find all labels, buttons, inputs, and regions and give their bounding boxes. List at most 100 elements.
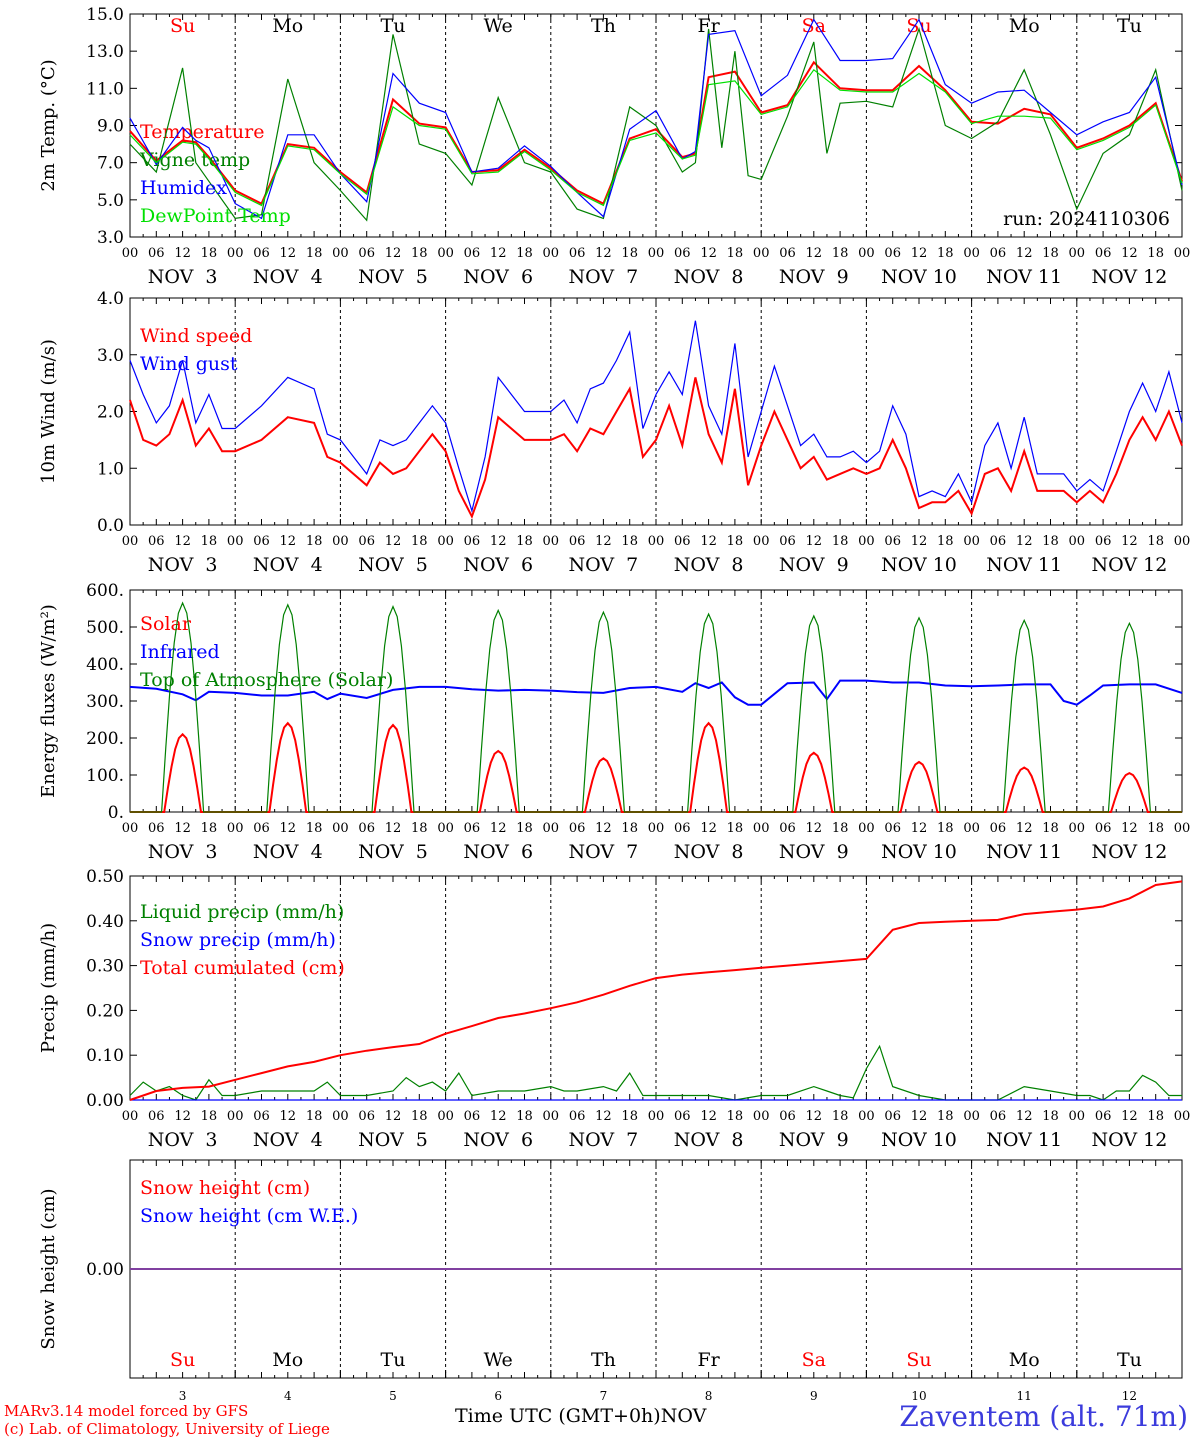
hour-label: 12 xyxy=(280,246,297,261)
hour-label: 06 xyxy=(990,246,1007,261)
day-number-label: 7 xyxy=(600,1389,608,1400)
y-tick-label: 13.0 xyxy=(86,42,124,62)
date-label: NOV 6 xyxy=(463,1129,533,1151)
hour-label: 00 xyxy=(1069,246,1086,261)
hour-label: 18 xyxy=(1042,1109,1059,1124)
date-label: NOV 8 xyxy=(674,554,744,576)
hour-label: 12 xyxy=(595,246,612,261)
hour-label: 00 xyxy=(332,534,349,549)
hour-label: 00 xyxy=(1069,821,1086,836)
y-axis-label: 2m Temp. (°C) xyxy=(38,59,59,191)
date-label: NOV 3 xyxy=(148,266,218,288)
hour-label: 06 xyxy=(464,534,481,549)
hour-label: 18 xyxy=(411,534,428,549)
date-label: NOV 3 xyxy=(148,841,218,863)
hour-label: 12 xyxy=(385,246,402,261)
hour-label: 06 xyxy=(358,246,375,261)
hour-label: 06 xyxy=(1095,1109,1112,1124)
hour-label: 18 xyxy=(1147,1109,1164,1124)
month-label: NOV xyxy=(660,1405,707,1427)
series-line-blue xyxy=(129,679,1183,706)
meteogram-svg: 3.05.07.09.011.013.015.02m Temp. (°C)00 0… xyxy=(38,5,1191,1403)
hour-label: 12 xyxy=(490,246,507,261)
hour-label: 06 xyxy=(253,821,270,836)
hour-label: 18 xyxy=(937,534,954,549)
series-line-green xyxy=(129,1044,1182,1101)
date-label: NOV 11 xyxy=(986,554,1062,576)
hour-label: 18 xyxy=(306,821,323,836)
hour-label: 18 xyxy=(832,1109,849,1124)
hour-label: 00 xyxy=(1174,1109,1191,1124)
date-label: NOV 7 xyxy=(569,554,639,576)
lab-credit: (c) Lab. of Climatology, University of L… xyxy=(4,1420,330,1438)
hour-label: 18 xyxy=(201,246,218,261)
hour-label: 06 xyxy=(253,246,270,261)
hour-label: 00 xyxy=(858,821,875,836)
panel-2: 0.0 1.0 2.0 3.0 4.0 10m Wind (m/s) 00 06 12 18 NOV… xyxy=(38,289,1190,576)
legend-entry: Snow height (cm W.E.) xyxy=(140,1205,358,1227)
y-tick-label: 0.50 xyxy=(86,867,124,887)
hour-label: 06 xyxy=(148,821,165,836)
hour-label: 00 xyxy=(648,1109,665,1124)
hour-label: 12 xyxy=(280,534,297,549)
date-label: NOV 4 xyxy=(253,841,323,863)
hour-label: 18 xyxy=(621,534,638,549)
hour-label: 06 xyxy=(569,534,586,549)
hour-label: 00 xyxy=(648,534,665,549)
day-name-label: Su xyxy=(906,15,931,37)
day-number-label: 3 xyxy=(179,1389,187,1400)
hour-label: 12 xyxy=(911,1109,928,1124)
x-axis-title: Time UTC (GMT+0h)NOV xyxy=(455,1405,706,1427)
hour-label: 12 xyxy=(595,1109,612,1124)
hour-label: 12 xyxy=(1121,821,1138,836)
hour-label: 00 xyxy=(122,1109,139,1124)
hour-label: 00 xyxy=(122,534,139,549)
date-label: NOV 3 xyxy=(148,554,218,576)
y-tick-label: 3.0 xyxy=(97,228,124,248)
panel-1: 3.0 5.0 7.0 9.0 11.0 13.0 15.0 2m Temp. (°C) 00 0… xyxy=(38,5,1190,288)
hour-label: 18 xyxy=(306,246,323,261)
hour-label: 06 xyxy=(674,821,691,836)
hour-label: 12 xyxy=(806,1109,823,1124)
y-axis-label: Energy fluxes (W/m²) xyxy=(38,604,59,798)
hour-label: 00 xyxy=(1174,821,1191,836)
hour-label: 12 xyxy=(700,534,717,549)
panel-4: 0.00 0.10 0.20 0.30 0.40 0.50 Precip (mm/h) 00 0… xyxy=(38,867,1190,1151)
y-tick-label: 15.0 xyxy=(86,5,124,25)
hour-label: 12 xyxy=(174,534,191,549)
hour-label: 00 xyxy=(332,246,349,261)
day-name-label: We xyxy=(484,15,513,37)
day-name-label: Su xyxy=(170,1349,195,1371)
series-line-blue xyxy=(129,320,1183,514)
hour-label: 18 xyxy=(201,1109,218,1124)
series-line-red xyxy=(129,377,1183,520)
hour-label: 12 xyxy=(1121,1109,1138,1124)
hour-label: 18 xyxy=(306,1109,323,1124)
hour-label: 06 xyxy=(779,821,796,836)
day-name-label: Fr xyxy=(697,1349,720,1371)
hour-label: 06 xyxy=(779,1109,796,1124)
date-label: NOV 10 xyxy=(881,554,957,576)
hour-label: 18 xyxy=(832,246,849,261)
hour-label: 18 xyxy=(411,246,428,261)
hour-label: 12 xyxy=(595,821,612,836)
y-tick-label: 0.10 xyxy=(86,1046,124,1066)
legend-entry: Snow height (cm) xyxy=(140,1177,310,1199)
hour-label: 18 xyxy=(727,1109,744,1124)
hour-label: 12 xyxy=(1121,246,1138,261)
date-label: NOV 7 xyxy=(569,841,639,863)
y-tick-label: 100. xyxy=(86,766,124,786)
day-number-label: 12 xyxy=(1122,1389,1137,1400)
legend-entry: Liquid precip (mm/h) xyxy=(140,901,344,923)
hour-label: 06 xyxy=(990,821,1007,836)
hour-label: 12 xyxy=(490,1109,507,1124)
y-axis-label: 10m Wind (m/s) xyxy=(38,339,59,484)
date-label: NOV 12 xyxy=(1091,841,1167,863)
y-tick-label: 3.0 xyxy=(97,346,124,366)
hour-label: 00 xyxy=(963,1109,980,1124)
hour-label: 00 xyxy=(963,821,980,836)
hour-label: 18 xyxy=(1147,246,1164,261)
hour-label: 00 xyxy=(963,246,980,261)
date-label: NOV 5 xyxy=(358,1129,428,1151)
y-tick-label: 5.0 xyxy=(97,191,124,211)
